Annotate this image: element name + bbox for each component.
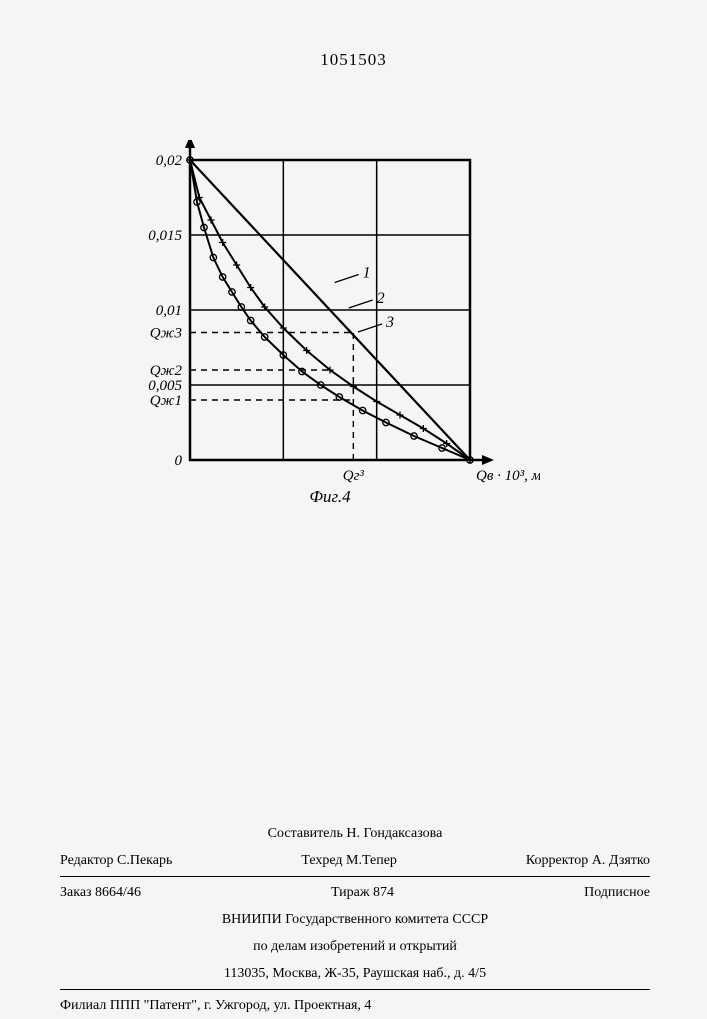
committee-line-2: по делам изобретений и открытий: [60, 933, 650, 960]
compiler-line: Составитель Н. Гондаксазова: [60, 820, 650, 847]
svg-text:Qг³: Qг³: [343, 468, 365, 484]
svg-text:Фиг.4: Фиг.4: [309, 487, 351, 506]
rule-2: [60, 989, 650, 990]
svg-text:0: 0: [175, 453, 183, 469]
editor: Редактор С.Пекарь: [60, 850, 172, 871]
tech-editor: Техред М.Тепер: [301, 850, 397, 871]
svg-text:1: 1: [363, 265, 371, 282]
tirazh: Тираж 874: [331, 882, 394, 903]
imprint-block: Составитель Н. Гондаксазова Редактор С.П…: [60, 820, 650, 1019]
svg-text:0,01: 0,01: [156, 303, 182, 319]
address-line: 113035, Москва, Ж-35, Раушская наб., д. …: [60, 960, 650, 987]
corrector: Корректор А. Дзятко: [526, 850, 650, 871]
svg-text:0,02: 0,02: [156, 153, 183, 169]
svg-text:2: 2: [377, 290, 385, 307]
document-number: 1051503: [320, 50, 387, 70]
order-number: Заказ 8664/46: [60, 882, 141, 903]
svg-text:Qв · 10³, м³/с: Qв · 10³, м³/с: [476, 468, 540, 484]
svg-text:Qж2: Qж2: [150, 363, 183, 379]
svg-text:0,005: 0,005: [148, 378, 182, 394]
rule-1: [60, 876, 650, 877]
svg-text:0,015: 0,015: [148, 228, 182, 244]
svg-text:3: 3: [385, 314, 394, 331]
branch-line: Филиал ППП "Патент", г. Ужгород, ул. Про…: [60, 992, 650, 1019]
svg-text:Qж3: Qж3: [150, 326, 182, 342]
figure-4-chart: 1230Qж10,005Qж2Qж30,010,0150,02Qг³Qж · 1…: [120, 140, 540, 540]
svg-text:Qж1: Qж1: [150, 393, 182, 409]
subscription: Подписное: [584, 882, 650, 903]
committee-line-1: ВНИИПИ Государственного комитета СССР: [60, 906, 650, 933]
